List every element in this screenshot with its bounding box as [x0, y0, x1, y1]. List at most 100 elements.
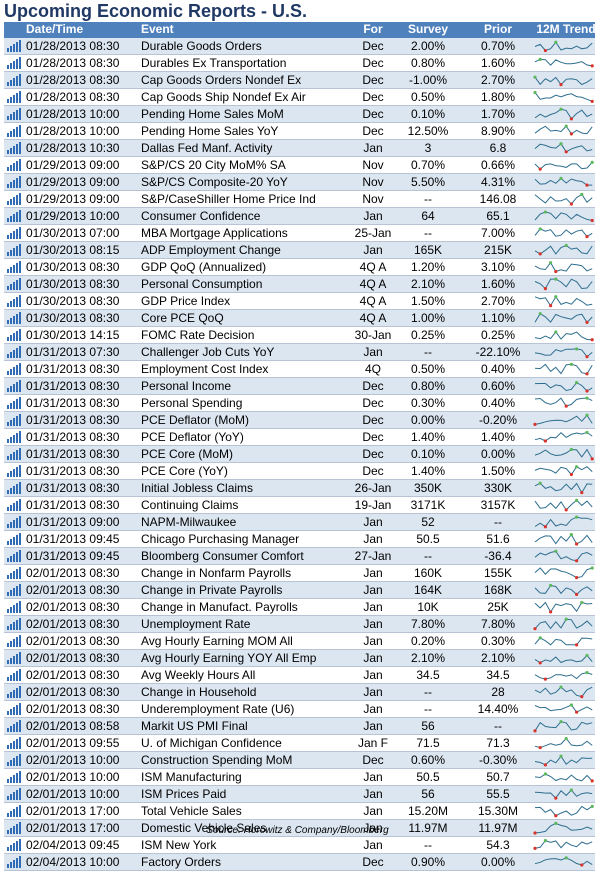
- bar-chart-icon[interactable]: [7, 771, 21, 784]
- bar-chart-icon[interactable]: [7, 125, 21, 138]
- row-survey: 0.60%: [393, 751, 463, 769]
- bar-chart-icon[interactable]: [7, 346, 21, 359]
- bar-chart-icon[interactable]: [7, 856, 21, 869]
- row-icon-cell: [4, 666, 24, 684]
- table-row: 01/31/2013 07:30 Challenger Job Cuts YoY J…: [4, 343, 595, 361]
- bar-chart-icon[interactable]: [7, 482, 21, 495]
- row-trend-cell: [533, 343, 595, 361]
- row-trend-cell: [533, 530, 595, 548]
- bar-chart-icon[interactable]: [7, 465, 21, 478]
- bar-chart-icon[interactable]: [7, 839, 21, 852]
- row-survey: --: [393, 700, 463, 718]
- row-datetime: 01/30/2013 08:30: [24, 292, 139, 310]
- table-row: 01/31/2013 09:45 Chicago Purchasing Manag…: [4, 530, 595, 548]
- row-prior: 1.60%: [463, 54, 533, 72]
- bar-chart-icon[interactable]: [7, 210, 21, 223]
- row-prior: 28: [463, 683, 533, 701]
- bar-chart-icon[interactable]: [7, 244, 21, 257]
- bar-chart-icon[interactable]: [7, 193, 21, 206]
- row-for: Jan: [353, 564, 393, 582]
- bar-chart-icon[interactable]: [7, 397, 21, 410]
- row-trend-cell: [533, 71, 595, 89]
- bar-chart-icon[interactable]: [7, 40, 21, 53]
- table-row: 01/31/2013 08:30 Employment Cost Index 4Q 0…: [4, 360, 595, 378]
- bar-chart-icon[interactable]: [7, 74, 21, 87]
- row-prior: 65.1: [463, 207, 533, 225]
- bar-chart-icon[interactable]: [7, 703, 21, 716]
- bar-chart-icon[interactable]: [7, 295, 21, 308]
- bar-chart-icon[interactable]: [7, 652, 21, 665]
- bar-chart-icon[interactable]: [7, 159, 21, 172]
- row-trend-cell: [533, 258, 595, 276]
- bar-chart-icon[interactable]: [7, 567, 21, 580]
- bar-chart-icon[interactable]: [7, 278, 21, 291]
- row-event: Cap Goods Orders Nondef Ex: [139, 71, 353, 89]
- bar-chart-icon[interactable]: [7, 57, 21, 70]
- bar-chart-icon[interactable]: [7, 686, 21, 699]
- row-icon-cell: [4, 462, 24, 480]
- row-prior: --: [463, 513, 533, 531]
- bar-chart-icon[interactable]: [7, 108, 21, 121]
- row-icon-cell: [4, 224, 24, 242]
- row-survey: 0.50%: [393, 360, 463, 378]
- row-trend-cell: [533, 224, 595, 242]
- row-trend-cell: [533, 581, 595, 599]
- row-event: Pending Home Sales MoM: [139, 105, 353, 123]
- row-survey: 1.40%: [393, 462, 463, 480]
- bar-chart-icon[interactable]: [7, 533, 21, 546]
- bar-chart-icon[interactable]: [7, 737, 21, 750]
- row-survey: 56: [393, 717, 463, 735]
- bar-chart-icon[interactable]: [7, 601, 21, 614]
- bar-chart-icon[interactable]: [7, 91, 21, 104]
- row-datetime: 02/04/2013 09:45: [24, 836, 139, 854]
- bar-chart-icon[interactable]: [7, 329, 21, 342]
- bar-chart-icon[interactable]: [7, 584, 21, 597]
- bar-chart-icon[interactable]: [7, 142, 21, 155]
- bar-chart-icon[interactable]: [7, 312, 21, 325]
- table-row: 01/31/2013 08:30 Personal Income Dec 0.80% 0…: [4, 377, 595, 395]
- table-row: 01/30/2013 08:15 ADP Employment Change Jan…: [4, 241, 595, 259]
- row-datetime: 01/28/2013 10:30: [24, 139, 139, 157]
- bar-chart-icon[interactable]: [7, 822, 21, 835]
- row-datetime: 02/01/2013 10:00: [24, 768, 139, 786]
- bar-chart-icon[interactable]: [7, 788, 21, 801]
- row-datetime: 02/01/2013 08:30: [24, 683, 139, 701]
- bar-chart-icon[interactable]: [7, 669, 21, 682]
- row-survey: 160K: [393, 564, 463, 582]
- row-datetime: 01/30/2013 14:15: [24, 326, 139, 344]
- bar-chart-icon[interactable]: [7, 720, 21, 733]
- bar-chart-icon[interactable]: [7, 618, 21, 631]
- bar-chart-icon[interactable]: [7, 805, 21, 818]
- row-for: Jan: [353, 700, 393, 718]
- row-for: 4Q A: [353, 275, 393, 293]
- table-row: 01/31/2013 08:30 PCE Core (MoM) Dec 0.10% 0.…: [4, 445, 595, 463]
- bar-chart-icon[interactable]: [7, 414, 21, 427]
- bar-chart-icon[interactable]: [7, 754, 21, 767]
- row-prior: -0.30%: [463, 751, 533, 769]
- bar-chart-icon[interactable]: [7, 431, 21, 444]
- row-prior: 8.90%: [463, 122, 533, 140]
- bar-chart-icon[interactable]: [7, 380, 21, 393]
- row-event: Challenger Job Cuts YoY: [139, 343, 353, 361]
- table-row: 01/31/2013 08:30 PCE Core (YoY) Dec 1.40% 1.…: [4, 462, 595, 480]
- bar-chart-icon[interactable]: [7, 516, 21, 529]
- bar-chart-icon[interactable]: [7, 635, 21, 648]
- sparkline-icon: [534, 600, 593, 614]
- bar-chart-icon[interactable]: [7, 227, 21, 240]
- row-for: Jan: [353, 207, 393, 225]
- row-prior: 146.08: [463, 190, 533, 208]
- row-trend-cell: [533, 207, 595, 225]
- bar-chart-icon[interactable]: [7, 363, 21, 376]
- row-icon-cell: [4, 615, 24, 633]
- bar-chart-icon[interactable]: [7, 261, 21, 274]
- bar-chart-icon[interactable]: [7, 550, 21, 563]
- bar-chart-icon[interactable]: [7, 499, 21, 512]
- bar-chart-icon[interactable]: [7, 448, 21, 461]
- row-datetime: 01/31/2013 08:30: [24, 394, 139, 412]
- row-survey: 0.20%: [393, 632, 463, 650]
- row-event: S&P/CS Composite-20 YoY: [139, 173, 353, 191]
- row-survey: 52: [393, 513, 463, 531]
- table-row: 01/30/2013 07:00 MBA Mortgage Application…: [4, 224, 595, 242]
- bar-chart-icon[interactable]: [7, 176, 21, 189]
- row-icon-cell: [4, 360, 24, 378]
